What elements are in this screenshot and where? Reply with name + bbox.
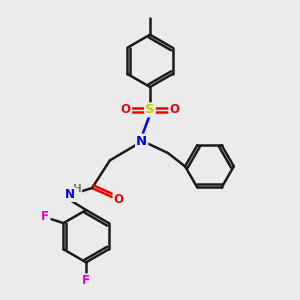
Text: F: F (82, 274, 90, 287)
Text: N: N (65, 188, 75, 201)
Text: N: N (136, 135, 147, 148)
Text: O: O (113, 193, 124, 206)
Text: O: O (169, 103, 179, 116)
Text: H: H (73, 184, 81, 194)
Text: S: S (145, 103, 155, 116)
Text: F: F (41, 210, 49, 223)
Text: O: O (121, 103, 130, 116)
